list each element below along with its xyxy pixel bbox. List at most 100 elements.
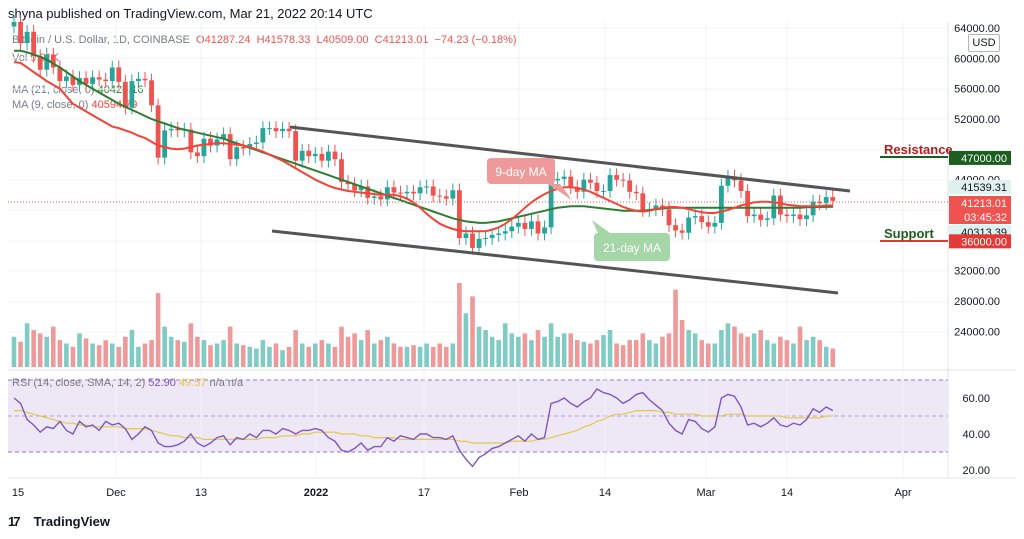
currency-button[interactable]: USD <box>968 34 1000 52</box>
volume-bar <box>673 289 678 367</box>
candle <box>712 216 718 234</box>
candle <box>535 214 541 241</box>
volume-bar <box>489 336 495 367</box>
volume-bar <box>404 346 410 367</box>
volume-bar <box>516 336 521 367</box>
volume-bar <box>627 340 632 367</box>
rsi-legend[interactable]: RSI (14, close, SMA, 14, 2) 52.90 49.57 … <box>12 377 243 389</box>
tradingview-logo[interactable]: 17 TradingView <box>8 514 110 529</box>
candle <box>339 152 344 189</box>
volume-bar <box>686 330 691 367</box>
volume-bar <box>129 330 135 367</box>
candle <box>751 207 757 223</box>
volume-bar <box>37 333 43 367</box>
candle <box>129 74 135 115</box>
time-tick-label: Dec <box>106 487 126 499</box>
price-tag: 41539.31 <box>949 180 1011 194</box>
candle <box>719 178 724 230</box>
volume-bar <box>286 346 292 367</box>
price-tick-label: 56000.00 <box>954 84 1000 96</box>
volume-bar <box>476 326 482 367</box>
change-value: −74.23 (−0.18%) <box>434 34 517 46</box>
candle <box>267 121 272 135</box>
candle <box>725 169 731 193</box>
volume-bar <box>195 336 200 367</box>
volume-bar <box>18 341 23 367</box>
volume-bar <box>155 293 161 367</box>
price-tag: 03:45:32 <box>949 210 1011 224</box>
volume-bar <box>575 340 580 367</box>
ma21-callout-label: 21-day MA <box>603 241 661 255</box>
candle <box>142 71 148 88</box>
price-tag: 36000.00 <box>949 234 1011 249</box>
time-tick-label: 2022 <box>304 487 328 499</box>
price-tick-label: 60000.00 <box>954 53 1000 65</box>
volume-bar <box>306 346 312 367</box>
candle <box>70 69 76 92</box>
volume-bar <box>797 326 803 367</box>
volume-bar <box>594 340 600 367</box>
candle <box>686 210 692 240</box>
candle <box>358 179 364 198</box>
candle <box>483 231 488 246</box>
volume-bar <box>463 313 469 367</box>
candle <box>57 60 63 88</box>
candle <box>18 15 23 50</box>
price-tags: 47000.0041539.3141213.0103:45:3240313.39… <box>949 150 1011 249</box>
candle <box>299 144 305 168</box>
candle <box>273 121 279 138</box>
volume-bar <box>555 336 560 367</box>
price-tick-label: 52000.00 <box>954 114 1000 126</box>
volume-bar <box>254 348 259 367</box>
rsi-tick-label: 20.00 <box>962 465 990 477</box>
channel-upper-line[interactable] <box>289 125 851 193</box>
volume-bar <box>417 346 423 367</box>
time-axis[interactable]: 15 Dec 13 2022 17 Feb 14 Mar 14 Apr <box>12 487 912 499</box>
channel-lower-line[interactable] <box>271 229 839 295</box>
volume-bar <box>77 333 82 367</box>
ma9-callout-label: 9-day MA <box>495 165 546 179</box>
volume-bar <box>109 343 115 367</box>
price-tick-label: 32000.00 <box>954 266 1000 278</box>
volume-bar <box>293 330 298 367</box>
volume-bar <box>660 336 665 367</box>
volume-bar <box>444 346 449 367</box>
candle <box>581 172 587 199</box>
grid <box>8 22 948 478</box>
candle <box>411 184 416 201</box>
rsi-axis[interactable]: 60.00 40.00 20.00 <box>962 393 990 477</box>
volume-bar <box>817 340 822 367</box>
symbol-legend[interactable]: Bitcoin / U.S. Dollar, 1D, COINBASE O412… <box>12 34 517 46</box>
volume-bar <box>214 343 220 367</box>
volume-bar <box>784 340 790 367</box>
candle <box>810 194 816 223</box>
volume-bar <box>640 333 646 367</box>
volume-bar <box>358 340 364 367</box>
candle <box>561 169 567 186</box>
candle <box>175 122 181 138</box>
candle <box>509 219 515 239</box>
volume-bar <box>791 343 796 367</box>
volume-bar <box>509 333 515 367</box>
rsi-line[interactable] <box>13 388 834 468</box>
ma9-callout[interactable]: 9-day MA <box>487 158 572 200</box>
candle <box>103 72 109 88</box>
volume-bar <box>319 340 325 367</box>
candle <box>391 180 397 200</box>
volume-bar <box>522 333 528 367</box>
ma9-line[interactable] <box>13 61 833 233</box>
volume-bar <box>365 330 370 367</box>
svg-text:41213.01: 41213.01 <box>961 198 1007 210</box>
volume-bar <box>345 336 351 367</box>
ma21-callout[interactable]: 21-day MA <box>592 220 670 261</box>
volume-bar <box>273 343 279 367</box>
candle <box>758 207 764 227</box>
volume-bar <box>778 336 783 367</box>
ma21-line[interactable] <box>14 49 833 224</box>
volume-bar <box>437 343 443 367</box>
candle <box>83 71 89 91</box>
candle <box>457 183 462 245</box>
rsi-na-values: n/a n/a <box>209 377 244 389</box>
candle <box>673 218 678 238</box>
